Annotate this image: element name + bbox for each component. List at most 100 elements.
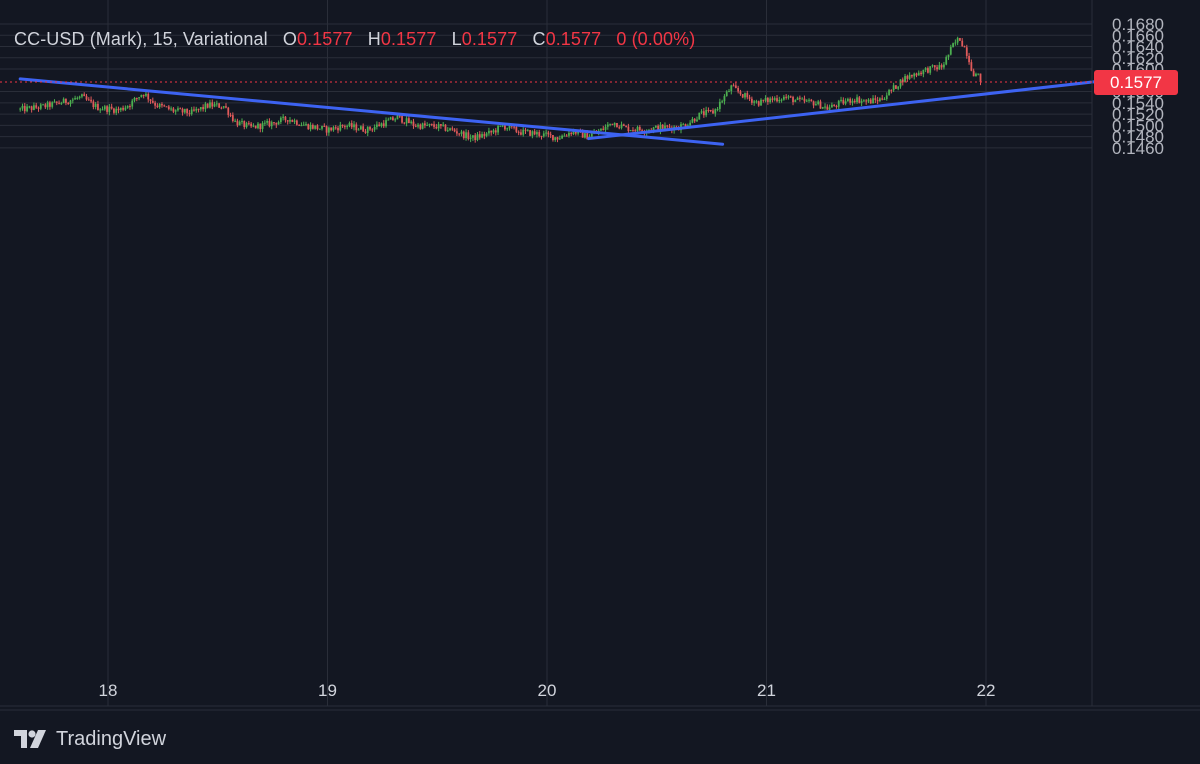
candle-body — [499, 125, 502, 127]
candle-body — [417, 124, 419, 127]
candle-body — [920, 72, 922, 75]
candle-body — [140, 94, 143, 98]
candle-body — [600, 128, 602, 131]
candle-body — [782, 96, 785, 100]
candle-body — [65, 98, 67, 103]
candle-body — [929, 66, 932, 73]
candle-body — [586, 133, 589, 140]
legend-header: CC-USD (Mark), 15, Variational O0.1577 H… — [14, 29, 695, 50]
candle-body — [540, 135, 543, 137]
candle-body — [101, 109, 104, 111]
candle-body — [60, 103, 63, 105]
candle-body — [135, 98, 138, 100]
candle-body — [126, 106, 129, 108]
candle-body — [174, 110, 177, 112]
candle-body — [979, 73, 982, 82]
candle-body — [602, 128, 605, 130]
candle-body — [302, 124, 305, 126]
candle-body — [238, 121, 241, 126]
candle-body — [972, 70, 975, 77]
candle-body — [874, 98, 877, 100]
candle-body — [410, 121, 413, 124]
candle-body — [39, 104, 42, 109]
candle-body — [846, 98, 849, 102]
candle-body — [206, 103, 209, 108]
candle-body — [616, 123, 618, 128]
x-tick-label: 18 — [99, 681, 118, 700]
candle-body — [963, 46, 966, 48]
candle-body — [867, 99, 870, 102]
candle-body — [209, 102, 211, 108]
candle-body — [837, 100, 840, 107]
candle-body — [789, 96, 792, 98]
candle-body — [90, 99, 92, 102]
candle-body — [529, 130, 531, 136]
candle-body — [762, 99, 765, 101]
candle-body — [177, 108, 179, 111]
candle-body — [103, 106, 106, 110]
candle-body — [744, 93, 746, 98]
candle-body — [350, 123, 353, 128]
candle-body — [183, 108, 186, 113]
candle-body — [273, 122, 275, 124]
candle-body — [222, 106, 225, 108]
candle-body — [44, 104, 47, 108]
candle-body — [572, 130, 575, 135]
x-tick-label: 20 — [538, 681, 557, 700]
low-label: L — [451, 29, 462, 49]
candle-body — [787, 96, 790, 98]
candle-body — [860, 100, 863, 103]
candle-body — [714, 109, 717, 114]
candle-body — [474, 135, 477, 141]
candle-body — [51, 102, 54, 107]
candle-body — [883, 98, 886, 100]
candle-body — [938, 65, 941, 70]
candle-body — [35, 105, 38, 108]
candle-body — [924, 68, 927, 70]
candle-body — [193, 109, 195, 111]
candle-body — [622, 124, 625, 126]
candle-body — [151, 100, 154, 103]
candle-body — [691, 118, 694, 123]
candle-body — [300, 125, 303, 127]
candle-body — [229, 114, 232, 116]
candle-body — [113, 108, 115, 113]
y-tick-label: 0.1520 — [1112, 105, 1164, 124]
candle-body — [769, 98, 772, 102]
candle-body — [186, 108, 189, 114]
candle-body — [821, 107, 824, 109]
candle-body — [508, 125, 511, 129]
candle-body — [785, 96, 788, 98]
candle-body — [469, 137, 472, 139]
candle-body — [204, 103, 207, 110]
candle-body — [81, 94, 83, 97]
candle-body — [581, 131, 584, 138]
candle-body — [357, 129, 360, 131]
candle-body — [332, 127, 335, 131]
candle-body — [138, 97, 140, 99]
candle-body — [570, 132, 573, 135]
candle-body — [828, 107, 831, 110]
candle-body — [110, 106, 113, 109]
candle-body — [879, 98, 881, 102]
candle-body — [305, 124, 307, 126]
candle-body — [895, 85, 897, 89]
candle-body — [700, 111, 703, 113]
candle-body — [42, 104, 44, 106]
candle-body — [922, 69, 925, 75]
candle-body — [696, 119, 698, 122]
candle-body — [936, 67, 938, 70]
candle-body — [545, 132, 547, 134]
branding[interactable]: TradingView — [14, 724, 166, 754]
candle-body — [405, 118, 408, 124]
candle-body — [517, 131, 520, 133]
candle-body — [117, 108, 120, 111]
candle-body — [501, 125, 504, 127]
candle-body — [773, 98, 776, 100]
candle-body — [739, 91, 742, 95]
candle-body — [284, 116, 287, 121]
candle-body — [99, 109, 102, 111]
last-price-label: 0.1577 — [1110, 73, 1162, 92]
